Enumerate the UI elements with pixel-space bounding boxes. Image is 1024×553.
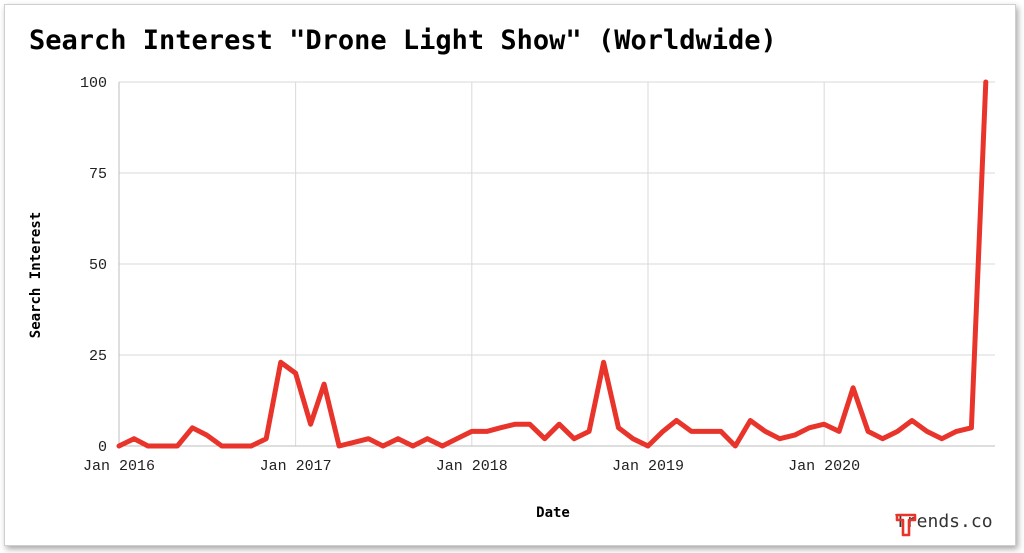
data-point — [396, 437, 400, 441]
data-point — [235, 444, 239, 448]
data-point — [543, 437, 547, 441]
trends-logo-icon — [895, 513, 917, 537]
data-point — [455, 437, 459, 441]
data-point — [367, 437, 371, 441]
brand-logo: Trends.co — [895, 511, 993, 537]
data-point — [837, 429, 841, 433]
data-point — [352, 440, 356, 444]
data-point — [763, 429, 767, 433]
data-point — [337, 444, 341, 448]
data-point — [513, 422, 517, 426]
data-point — [249, 444, 253, 448]
data-point — [322, 382, 326, 386]
data-point — [733, 444, 737, 448]
data-point — [425, 437, 429, 441]
data-point — [910, 419, 914, 423]
data-point — [822, 422, 826, 426]
data-point — [646, 444, 650, 448]
x-tick-label: Jan 2019 — [612, 458, 684, 475]
data-point — [220, 444, 224, 448]
chart-card: Search Interest "Drone Light Show" (Worl… — [4, 4, 1016, 546]
data-point — [440, 444, 444, 448]
data-point — [572, 437, 576, 441]
data-point — [881, 437, 885, 441]
data-point — [689, 429, 693, 433]
x-tick-label: Jan 2020 — [788, 458, 860, 475]
chart-title: Search Interest "Drone Light Show" (Worl… — [29, 25, 777, 56]
data-point — [896, 429, 900, 433]
data-points — [117, 80, 988, 448]
y-axis-title: Search Interest — [28, 212, 44, 338]
y-tick-label: 75 — [89, 166, 107, 183]
data-point — [674, 419, 678, 423]
data-point — [851, 386, 855, 390]
data-point — [498, 426, 502, 430]
x-axis-title: Date — [536, 505, 570, 521]
y-tick-label: 0 — [98, 439, 107, 456]
data-point — [748, 419, 752, 423]
grid — [118, 81, 995, 447]
data-point — [146, 444, 150, 448]
data-point — [984, 80, 988, 84]
data-point — [294, 371, 298, 375]
data-point — [661, 429, 665, 433]
data-point — [925, 429, 929, 433]
series-line — [116, 79, 989, 449]
x-tick-label: Jan 2017 — [260, 458, 332, 475]
data-point — [719, 429, 723, 433]
data-point — [602, 360, 606, 364]
data-point — [470, 429, 474, 433]
data-point — [587, 429, 591, 433]
data-point — [866, 429, 870, 433]
y-tick-label: 100 — [80, 75, 107, 92]
data-point — [631, 437, 635, 441]
y-tick-label: 50 — [89, 257, 107, 274]
data-point — [793, 433, 797, 437]
data-point — [485, 429, 489, 433]
data-point — [190, 426, 194, 430]
data-point — [940, 437, 944, 441]
data-point — [704, 429, 708, 433]
data-point — [132, 437, 136, 441]
data-point — [161, 444, 165, 448]
data-point — [175, 444, 179, 448]
data-point — [528, 422, 532, 426]
x-axis-ticks: Jan 2016 Jan 2017 Jan 2018 Jan 2019 Jan 2020 — [83, 458, 860, 475]
brand-name: Trends.co — [895, 511, 993, 532]
data-point — [969, 426, 973, 430]
x-tick-label: Jan 2018 — [436, 458, 508, 475]
data-point — [264, 437, 268, 441]
data-point — [117, 444, 121, 448]
data-point — [617, 426, 621, 430]
data-point — [205, 433, 209, 437]
data-point — [557, 422, 561, 426]
data-point — [279, 360, 283, 364]
data-point — [954, 429, 958, 433]
data-point — [807, 426, 811, 430]
data-point — [778, 437, 782, 441]
y-axis-ticks: 0 25 50 75 100 — [80, 75, 107, 456]
data-point — [309, 422, 313, 426]
data-point — [381, 444, 385, 448]
data-point — [411, 444, 415, 448]
y-tick-label: 25 — [89, 348, 107, 365]
x-tick-label: Jan 2016 — [83, 458, 155, 475]
